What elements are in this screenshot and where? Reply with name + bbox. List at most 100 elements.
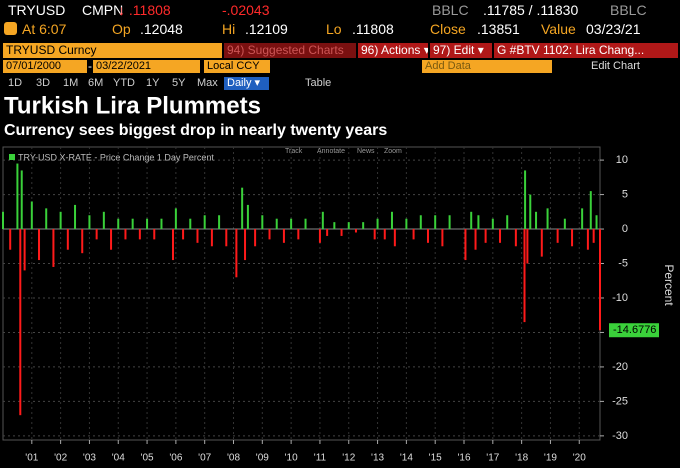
bar (524, 170, 527, 230)
x-tick-label: '12 (342, 453, 355, 464)
y-tick-label: -20 (612, 361, 628, 373)
y-axis-label: Percent (662, 264, 676, 306)
bar (241, 187, 244, 230)
period-button[interactable]: 1D (8, 77, 23, 89)
bar (592, 229, 595, 243)
x-tick-label: '15 (429, 453, 442, 464)
bar (529, 194, 532, 230)
bar (526, 229, 529, 264)
bar (23, 229, 26, 271)
story-link[interactable]: G #BTV 1102: Lira Chang... (494, 43, 678, 58)
bar (235, 229, 238, 278)
table-button[interactable]: Table (305, 77, 332, 89)
legend-label: TRY-USD X-RATE - Price Change 1 Day Perc… (18, 152, 214, 162)
end-date[interactable]: 03/22/2021 (93, 60, 200, 73)
bar (246, 204, 249, 230)
bar (419, 215, 422, 230)
x-tick-label: '16 (457, 453, 470, 464)
security-field[interactable]: TRYUSD Curncy (3, 43, 222, 58)
chart-tool: Track (285, 148, 303, 155)
bar (189, 218, 192, 230)
bar (441, 229, 444, 247)
edit-menu[interactable]: 97) Edit ▾ (430, 43, 492, 58)
bar (390, 211, 393, 230)
clock-icon (4, 22, 17, 35)
bar (110, 229, 113, 250)
last-value-tag (609, 323, 659, 338)
period-button[interactable]: 6M (88, 77, 104, 89)
suggested-charts[interactable]: 94) Suggested Charts (224, 43, 356, 58)
bar (470, 211, 473, 230)
bar (540, 229, 543, 257)
chart-tool: Zoom (384, 148, 402, 155)
bar (102, 211, 105, 230)
high: .12109 (245, 21, 288, 37)
x-tick-label: '03 (83, 453, 96, 464)
low-label: Lo (326, 21, 342, 37)
currency-field[interactable]: Local CCY (204, 60, 270, 73)
bar (174, 208, 177, 230)
x-tick-label: '18 (515, 453, 528, 464)
bar (318, 229, 321, 243)
bar (506, 215, 509, 230)
bar (30, 201, 33, 230)
actions-menu[interactable]: 96) Actions ▾ (358, 43, 428, 58)
bar (218, 215, 221, 230)
bar (563, 218, 566, 230)
period-button[interactable]: Max (197, 77, 218, 89)
bar (448, 215, 451, 230)
frequency[interactable]: Daily ▾ (224, 77, 269, 90)
bar (599, 229, 601, 331)
bar (464, 229, 467, 261)
x-tick-label: '19 (544, 453, 557, 464)
x-tick-label: '05 (141, 453, 154, 464)
bar (499, 229, 502, 243)
bar (160, 218, 163, 230)
bar (304, 218, 307, 230)
period-button[interactable]: 1Y (146, 77, 160, 89)
bar (340, 229, 343, 236)
chart-tool: News (357, 148, 375, 155)
bar (146, 218, 149, 230)
bid-ask: .11785 / .11830 (483, 2, 579, 18)
period-button[interactable]: 3D (36, 77, 51, 89)
bar (326, 229, 329, 236)
bar (297, 229, 300, 240)
bar (290, 218, 293, 230)
bar (581, 208, 584, 230)
x-tick-label: '11 (314, 453, 327, 464)
edit-chart[interactable]: Edit Chart (591, 60, 640, 72)
bar (484, 229, 487, 243)
x-tick-label: '08 (227, 453, 240, 464)
high-label: Hi (222, 21, 236, 37)
bar (595, 215, 598, 230)
chart-subtitle: Currency sees biggest drop in nearly twe… (4, 122, 387, 139)
bar (275, 218, 278, 230)
bar (434, 215, 437, 230)
x-tick-label: '09 (256, 453, 269, 464)
x-tick-label: '20 (573, 453, 586, 464)
bar (66, 229, 69, 250)
bar (373, 229, 376, 240)
x-tick-label: '10 (285, 453, 298, 464)
period-button[interactable]: YTD (113, 77, 135, 89)
ask-source: BBLC (610, 2, 647, 18)
bar (546, 208, 549, 230)
period-button[interactable]: 1M (63, 77, 79, 89)
x-tick-label: '07 (198, 453, 211, 464)
bar (20, 170, 23, 230)
start-date[interactable]: 07/01/2000 (3, 60, 87, 73)
bar (347, 222, 350, 230)
add-data[interactable]: Add Data (422, 60, 552, 73)
date-separator: - (88, 59, 92, 73)
bar (74, 204, 77, 230)
last-value-label: -14.6776 (613, 324, 656, 336)
period-button[interactable]: 5Y (172, 77, 186, 89)
bar (138, 229, 141, 240)
y-tick-label: 5 (622, 188, 628, 200)
bar (393, 229, 396, 247)
bar (131, 218, 134, 230)
bar (52, 229, 55, 267)
